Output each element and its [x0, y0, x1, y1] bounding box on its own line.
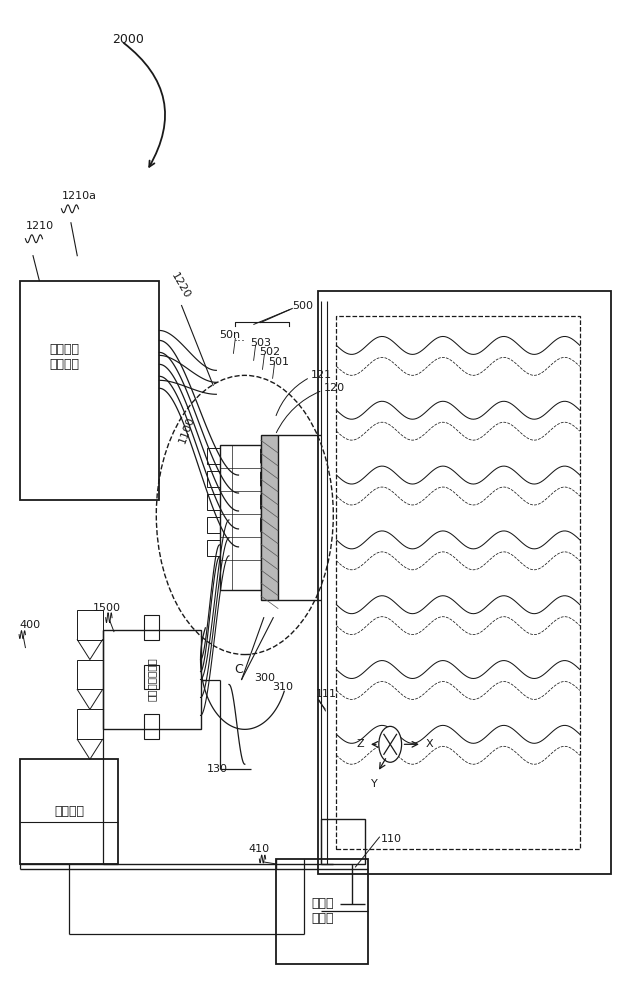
Bar	[207, 494, 220, 510]
Circle shape	[379, 726, 401, 762]
Bar	[207, 540, 220, 556]
Text: 300: 300	[254, 673, 276, 683]
Text: 1100: 1100	[177, 415, 196, 445]
Text: 400: 400	[19, 620, 40, 630]
Text: 50n: 50n	[220, 330, 241, 340]
Text: 501: 501	[268, 357, 289, 367]
Bar	[144, 615, 159, 640]
Bar	[260, 435, 278, 600]
Text: 120: 120	[324, 383, 345, 393]
Bar	[220, 445, 260, 590]
Text: 500: 500	[292, 301, 313, 311]
Bar	[207, 517, 220, 533]
Bar	[20, 759, 118, 864]
Bar	[276, 859, 368, 964]
Text: 503: 503	[250, 338, 271, 348]
Text: 502: 502	[258, 347, 280, 357]
Bar	[20, 281, 159, 500]
Text: ...: ...	[234, 331, 246, 344]
Bar	[321, 819, 365, 864]
Bar	[207, 448, 220, 464]
Text: 1220: 1220	[169, 271, 192, 300]
Text: 构成材料
供给单元: 构成材料 供给单元	[50, 343, 79, 371]
Text: 工作台
控制器: 工作台 控制器	[311, 897, 333, 925]
Bar	[102, 630, 201, 729]
Text: 130: 130	[207, 764, 228, 774]
Bar	[144, 714, 159, 739]
Text: 111: 111	[316, 689, 337, 699]
Bar	[207, 471, 220, 487]
Bar	[144, 665, 159, 689]
Bar	[337, 316, 580, 849]
Text: 材料供给控制器: 材料供给控制器	[147, 658, 157, 701]
Text: Z: Z	[356, 739, 364, 749]
Text: 310: 310	[272, 682, 293, 692]
Text: C: C	[234, 663, 243, 676]
Text: 控制单元: 控制单元	[55, 805, 84, 818]
Bar	[318, 291, 612, 874]
Text: 121: 121	[311, 370, 332, 380]
Text: Y: Y	[371, 779, 378, 789]
Text: 410: 410	[248, 844, 269, 854]
Text: 1210: 1210	[25, 221, 53, 231]
Text: 110: 110	[381, 834, 402, 844]
Text: 1210a: 1210a	[62, 191, 97, 201]
Text: 1500: 1500	[93, 603, 121, 613]
Text: X: X	[425, 739, 433, 749]
Text: 2000: 2000	[112, 33, 144, 46]
